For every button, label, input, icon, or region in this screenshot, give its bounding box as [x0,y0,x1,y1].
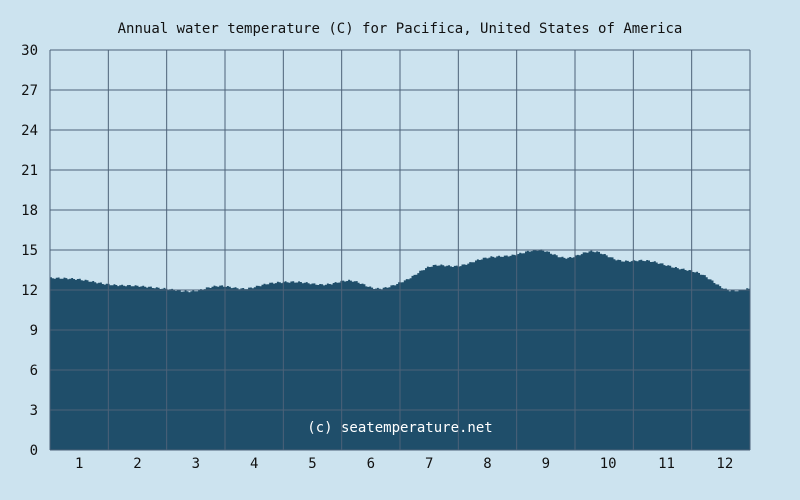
x-tick-label: 1 [75,456,83,472]
x-axis-tick-labels: 1 2 3 4 5 6 7 8 9 10 11 12 [75,456,733,472]
x-tick-label: 7 [425,456,433,472]
x-tick-label: 12 [716,456,733,472]
copyright-credit: (c) seatemperature.net [307,420,492,436]
y-tick-label: 12 [21,283,38,299]
x-tick-label: 9 [542,456,550,472]
y-tick-label: 21 [21,163,38,179]
x-tick-label: 2 [133,456,141,472]
x-tick-label: 11 [658,456,675,472]
x-tick-label: 8 [483,456,491,472]
y-axis-tick-labels: 0 3 6 9 12 15 18 21 24 27 30 [21,43,38,459]
plot-area [49,49,751,451]
x-tick-label: 10 [600,456,617,472]
y-tick-label: 15 [21,243,38,259]
y-tick-label: 24 [21,123,38,139]
chart-title: Annual water temperature (C) for Pacific… [118,21,683,37]
y-tick-label: 0 [30,443,38,459]
x-tick-label: 3 [192,456,200,472]
y-tick-label: 3 [30,403,38,419]
y-tick-label: 30 [21,43,38,59]
y-tick-label: 18 [21,203,38,219]
y-tick-label: 27 [21,83,38,99]
y-tick-label: 6 [30,363,38,379]
x-tick-label: 6 [367,456,375,472]
x-tick-label: 5 [308,456,316,472]
y-tick-label: 9 [30,323,38,339]
x-tick-label: 4 [250,456,258,472]
